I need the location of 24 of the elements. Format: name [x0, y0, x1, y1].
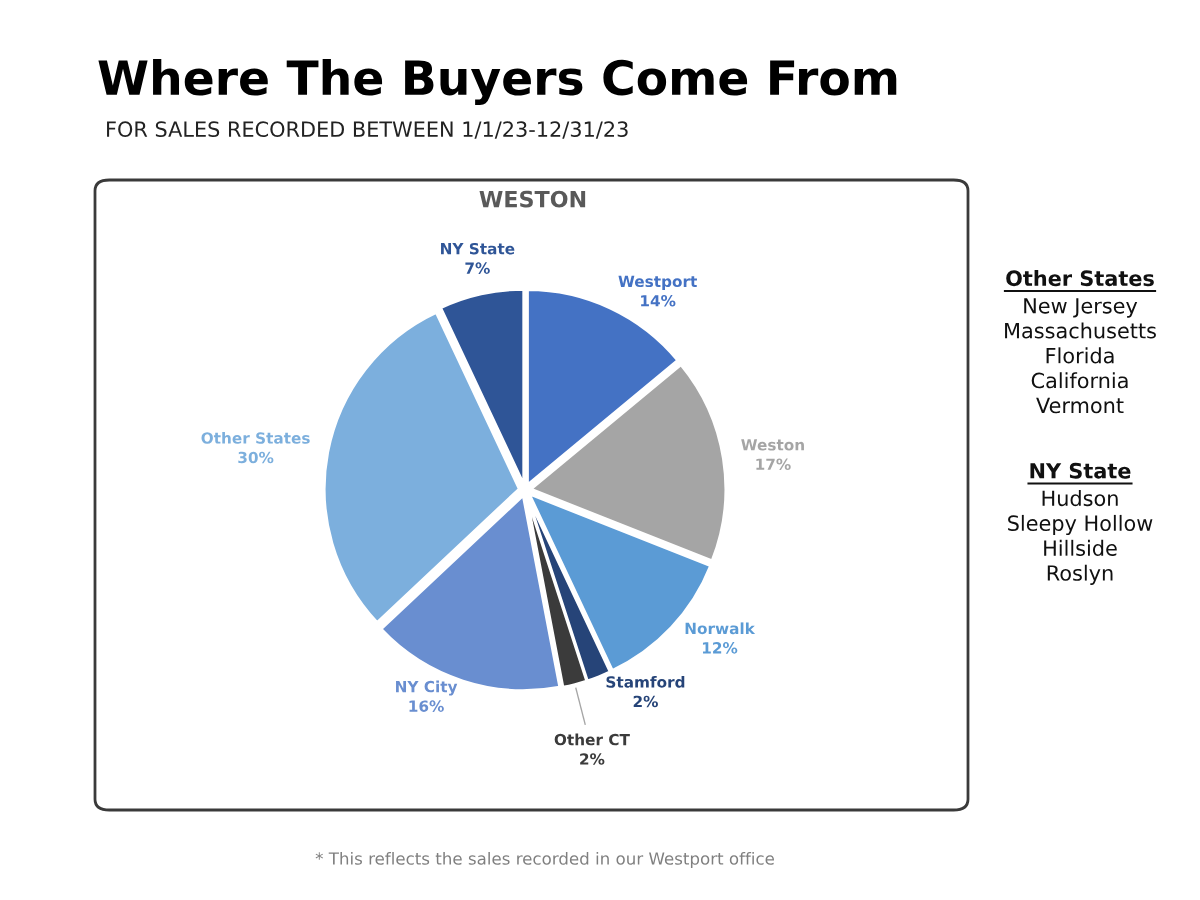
text: New Jersey Massachusetts Florida California Vermont — [1005, 298, 1156, 414]
slice-label: Other States — [201, 431, 310, 444]
chart-subtitle: FOR SALES RECORDED BETWEEN 1/1/23-12/31/23 — [107, 121, 628, 139]
slice-label: NY State — [441, 242, 515, 255]
text: WESTON — [479, 190, 586, 208]
data-label: 12% — [702, 642, 738, 654]
slice-label: Other CT — [554, 733, 630, 746]
text: Other States — [1006, 270, 1154, 287]
text: NY State — [1030, 462, 1131, 479]
text: * This reflects the sales recorded in our Westport office — [315, 851, 774, 869]
data-label: 17% — [756, 458, 791, 470]
slice-label: NY City — [396, 680, 458, 696]
data-label: 7% — [465, 262, 490, 274]
data-label: 30% — [238, 451, 274, 464]
data-label: 2% — [633, 695, 658, 708]
data-label: 14% — [641, 294, 676, 307]
slice-label: Stamford — [606, 675, 685, 688]
text: Hudson Sleepy Hollow Hillside Roslyn — [1008, 490, 1153, 585]
slice-label: Weston — [741, 439, 804, 451]
data-label: 16% — [409, 700, 444, 712]
slice-label: Westport — [618, 275, 697, 291]
chart-title: Where The Buyers Come From — [98, 58, 897, 106]
data-label: 2% — [580, 753, 605, 765]
slice-label: Norwalk — [685, 622, 756, 635]
